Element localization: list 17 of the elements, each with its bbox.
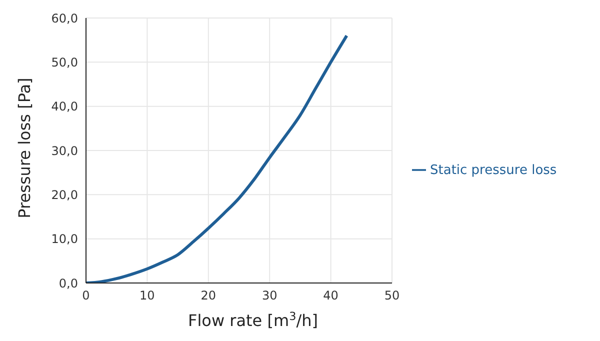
y-tick-label: 50,0 — [51, 55, 78, 70]
x-tick-label: 10 — [140, 288, 155, 303]
y-tick-label: 0,0 — [58, 276, 78, 290]
legend-label: Static pressure loss — [430, 163, 557, 178]
y-tick-label: 30,0 — [51, 144, 78, 158]
x-tick-label: 50 — [384, 288, 400, 303]
line-series — [86, 34, 348, 283]
x-axis-title: Flow rate [m$^{3}$/h] — [188, 310, 318, 330]
y-axis-title: Pressure loss [Pa] — [15, 78, 34, 218]
y-tick-label: 40,0 — [51, 100, 78, 114]
x-tick-label: 0 — [82, 288, 90, 303]
x-tick-label: 20 — [200, 288, 216, 303]
y-tick-label: 20,0 — [51, 188, 78, 202]
x-tick-label: 30 — [262, 288, 278, 303]
y-tick-label: 10,0 — [51, 232, 78, 246]
y-tick-label: 60,0 — [51, 11, 78, 26]
x-tick-label: 40 — [323, 288, 338, 303]
